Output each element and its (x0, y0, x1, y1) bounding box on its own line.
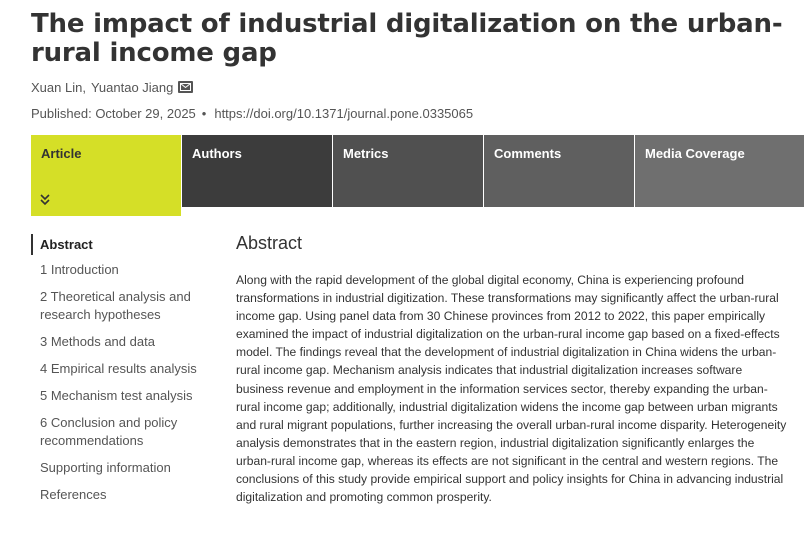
toc-item-empirical-results[interactable]: 4 Empirical results analysis (40, 361, 197, 376)
abstract-text: Along with the rapid development of the … (236, 273, 787, 505)
tab-article[interactable]: Article (31, 135, 181, 216)
toc-item-methods[interactable]: 3 Methods and data (40, 334, 155, 349)
toc-item-references[interactable]: References (40, 487, 107, 502)
bullet-separator: • (201, 106, 207, 121)
author-link-yuantao-jiang[interactable]: Yuantao Jiang (90, 79, 174, 95)
abstract-heading: Abstract (236, 233, 303, 253)
doi-link[interactable]: https://doi.org/10.1371/journal.pone.033… (214, 106, 474, 121)
toc-item-mechanism-test[interactable]: 5 Mechanism test analysis (40, 388, 193, 403)
tab-article-label: Article (41, 146, 82, 161)
author-separator: , (82, 79, 86, 95)
toc-item-supporting-information[interactable]: Supporting information (40, 460, 171, 475)
table-of-contents: Abstract 1 Introduction 2 Theoretical an… (31, 234, 206, 513)
mail-icon[interactable] (178, 81, 194, 93)
toc-item-conclusion[interactable]: 6 Conclusion and policy recommendations (40, 415, 178, 448)
tab-authors-label: Authors (192, 146, 242, 161)
tab-metrics-label: Metrics (343, 146, 389, 161)
tab-media-coverage-label: Media Coverage (645, 146, 745, 161)
toc-item-abstract[interactable]: Abstract (31, 234, 206, 255)
author-link-xuan-lin[interactable]: Xuan Lin (31, 79, 83, 95)
toc-item-introduction[interactable]: 1 Introduction (40, 262, 119, 277)
article-title: The impact of industrial digitalization … (31, 9, 783, 68)
published-date: Published: October 29, 2025 (31, 106, 196, 121)
tab-comments-label: Comments (494, 146, 562, 161)
tab-authors[interactable]: Authors (182, 135, 332, 207)
toc-item-theoretical-analysis[interactable]: 2 Theoretical analysis and research hypo… (40, 289, 191, 322)
tab-metrics[interactable]: Metrics (333, 135, 483, 207)
double-chevron-down-icon (40, 194, 50, 206)
publication-info: Published: October 29, 2025 • https://do… (31, 106, 473, 121)
tab-comments[interactable]: Comments (484, 135, 634, 207)
tab-media-coverage[interactable]: Media Coverage (635, 135, 804, 207)
author-list: Xuan Lin , Yuantao Jiang (31, 78, 194, 96)
article-tabs: Article Authors Metrics Comments Media C… (31, 135, 804, 216)
